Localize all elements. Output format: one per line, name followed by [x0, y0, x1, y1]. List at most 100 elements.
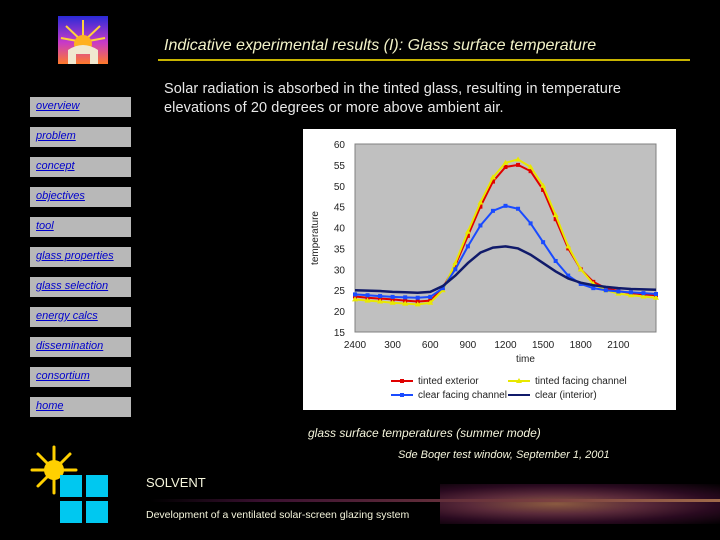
nav-link-objectives[interactable]: objectives — [30, 187, 131, 207]
data-point — [503, 164, 508, 169]
y-tick-label: 40 — [334, 224, 346, 235]
figure-caption: glass surface temperatures (summer mode) — [308, 426, 541, 440]
data-point — [528, 221, 533, 226]
legend-marker — [400, 379, 404, 383]
data-point — [377, 298, 384, 304]
data-point — [553, 258, 558, 263]
data-point — [565, 243, 572, 249]
nav-link-home[interactable]: home — [30, 397, 131, 417]
data-point — [528, 169, 533, 174]
data-point — [390, 297, 395, 302]
data-point — [389, 299, 396, 305]
data-point — [378, 294, 383, 299]
data-point — [616, 289, 621, 294]
legend-label: clear (interior) — [535, 390, 597, 401]
x-tick-label: 1500 — [532, 340, 555, 351]
x-axis-label: time — [516, 354, 535, 365]
nav-link-glass-properties[interactable]: glass properties — [30, 247, 131, 267]
y-axis-label: temperature — [310, 211, 321, 265]
title-underline — [158, 59, 690, 61]
nav-link-tool[interactable]: tool — [30, 217, 131, 237]
x-tick-label: 1800 — [570, 340, 593, 351]
x-tick-label: 300 — [384, 340, 401, 351]
horizon-line — [150, 499, 720, 502]
data-point — [427, 299, 434, 305]
intro-text: Solar radiation is absorbed in the tinte… — [164, 81, 622, 116]
data-point — [415, 295, 420, 300]
data-point — [653, 294, 659, 300]
data-point — [640, 293, 647, 299]
data-point — [627, 292, 634, 298]
data-point — [515, 156, 522, 162]
y-tick-label: 45 — [334, 203, 346, 214]
y-tick-label: 30 — [334, 265, 346, 276]
data-point — [654, 291, 658, 296]
footer-brand: SOLVENT — [146, 475, 206, 490]
y-tick-label: 50 — [334, 182, 346, 193]
data-point — [478, 204, 483, 209]
legend-marker — [400, 393, 404, 397]
data-point — [365, 293, 370, 298]
data-point — [452, 260, 459, 266]
x-tick-label: 2100 — [607, 340, 630, 351]
nav-link-problem[interactable]: problem — [30, 127, 131, 147]
nav-link-consortium[interactable]: consortium — [30, 367, 131, 387]
data-point — [503, 203, 508, 208]
y-tick-label: 60 — [334, 140, 346, 151]
x-tick-label: 900 — [460, 340, 477, 351]
data-point — [541, 187, 546, 192]
data-point — [628, 290, 633, 295]
nav-link-overview[interactable]: overview — [30, 97, 131, 117]
data-point — [364, 297, 371, 303]
data-point — [566, 273, 571, 278]
data-point — [390, 294, 395, 299]
data-point — [440, 286, 445, 291]
data-point — [527, 163, 534, 169]
data-point — [566, 246, 571, 251]
data-point — [641, 291, 646, 296]
series-line — [354, 245, 657, 294]
data-point — [603, 288, 608, 293]
y-tick-label: 20 — [334, 307, 346, 318]
legend-label: clear facing channel — [418, 390, 507, 401]
x-tick-label: 600 — [422, 340, 439, 351]
data-point — [353, 292, 357, 297]
data-point — [591, 286, 596, 291]
data-point — [465, 233, 470, 238]
data-point — [352, 296, 358, 302]
data-point — [477, 199, 484, 205]
temperature-chart: 15 20 25 30 35 40 45 50 55 60 2400 300 600 900 1200 150… — [310, 140, 659, 401]
page-title: Indicative experimental results (I): Gla… — [164, 37, 597, 54]
nav-link-glass-selection[interactable]: glass selection — [30, 277, 131, 297]
legend-marker — [516, 378, 522, 383]
y-tick-label: 55 — [334, 161, 346, 172]
x-tick-label: 1200 — [494, 340, 517, 351]
data-point — [490, 179, 495, 184]
data-point — [502, 159, 509, 165]
data-point — [552, 212, 559, 218]
y-tick-label: 35 — [334, 244, 346, 255]
data-point — [403, 295, 408, 300]
data-point — [414, 301, 421, 307]
data-point — [541, 240, 546, 245]
nav-link-energy-calcs[interactable]: energy calcs — [30, 307, 131, 327]
nav-link-dissemination[interactable]: dissemination — [30, 337, 131, 357]
data-point — [402, 300, 409, 306]
legend-label: tinted facing channel — [535, 376, 627, 387]
data-point — [453, 267, 458, 272]
solvent-logo — [58, 16, 108, 64]
nav-link-concept[interactable]: concept — [30, 157, 131, 177]
data-point — [489, 174, 496, 180]
figure-source: Sde Boqer test window, September 1, 2001 — [398, 449, 610, 461]
horizon-flare — [440, 484, 720, 524]
x-tick-label: 2400 — [344, 340, 367, 351]
y-tick-label: 15 — [334, 328, 346, 339]
data-point — [490, 208, 495, 213]
legend-label: tinted exterior — [418, 376, 479, 387]
data-point — [553, 217, 558, 222]
y-tick-label: 25 — [334, 286, 346, 297]
sun-window-icon — [30, 445, 108, 523]
data-point — [516, 162, 521, 167]
data-point — [465, 244, 470, 249]
data-point — [428, 294, 433, 299]
